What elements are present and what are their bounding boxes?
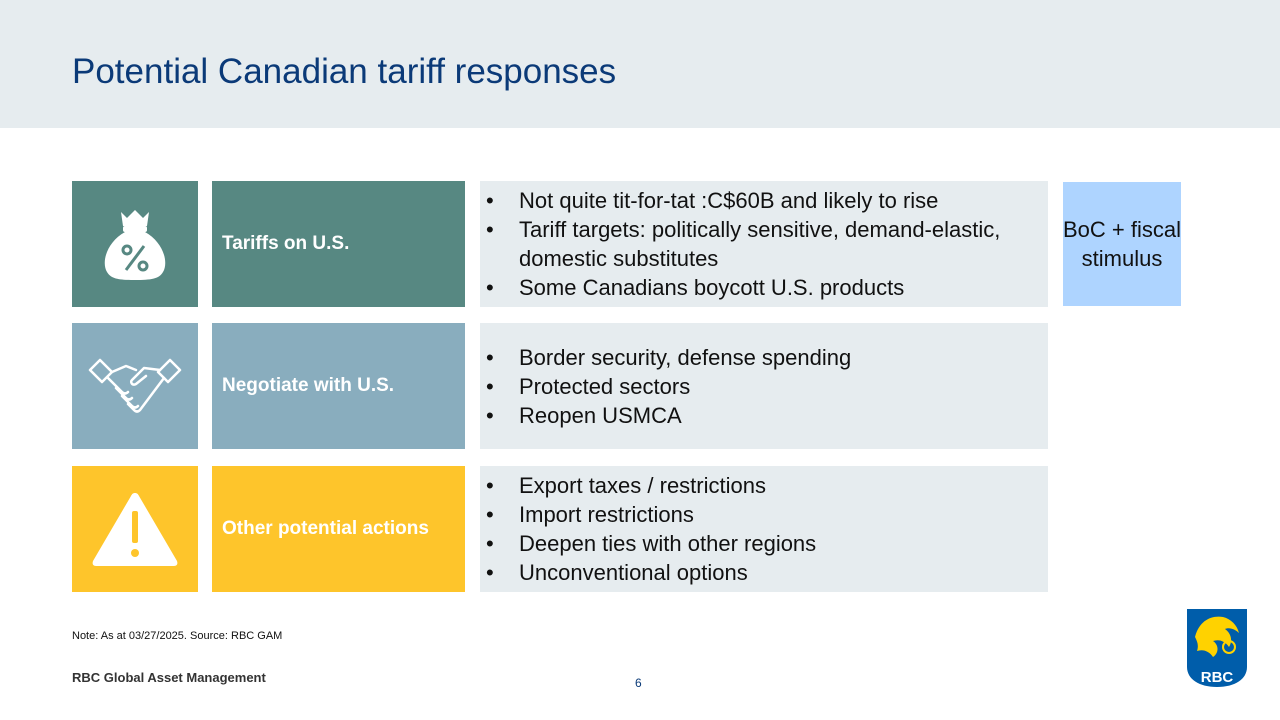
bullet-item: Not quite tit-for-tat :C$60B and likely … bbox=[486, 186, 1019, 215]
row-icon-tile bbox=[72, 323, 198, 449]
bullet-panel-other-actions: Export taxes / restrictions Import restr… bbox=[480, 466, 1048, 592]
bullet-list: Not quite tit-for-tat :C$60B and likely … bbox=[480, 186, 1019, 302]
bullet-item: Tariff targets: politically sensitive, d… bbox=[486, 215, 1019, 273]
side-box-boc-stimulus: BoC + fiscal stimulus bbox=[1063, 182, 1181, 306]
bullet-item: Export taxes / restrictions bbox=[486, 471, 1019, 500]
handshake-icon bbox=[88, 358, 182, 413]
row-label-negotiate: Negotiate with U.S. bbox=[212, 323, 465, 449]
bullet-item: Reopen USMCA bbox=[486, 401, 1019, 430]
bullet-item: Import restrictions bbox=[486, 500, 1019, 529]
footer-brand: RBC Global Asset Management bbox=[72, 670, 266, 685]
bullet-item: Border security, defense spending bbox=[486, 343, 1019, 372]
row-label-other-actions: Other potential actions bbox=[212, 466, 465, 592]
bullet-panel-tariffs: Not quite tit-for-tat :C$60B and likely … bbox=[480, 181, 1048, 307]
source-note: Note: As at 03/27/2025. Source: RBC GAM bbox=[72, 630, 283, 642]
page-number: 6 bbox=[635, 676, 642, 690]
rbc-lion-shield-logo: RBC bbox=[1187, 609, 1247, 687]
logo-text: RBC bbox=[1201, 669, 1234, 686]
header-band bbox=[0, 0, 1280, 128]
bullet-item: Unconventional options bbox=[486, 558, 1019, 587]
page-title: Potential Canadian tariff responses bbox=[72, 52, 617, 91]
bullet-item: Deepen ties with other regions bbox=[486, 529, 1019, 558]
bullet-item: Some Canadians boycott U.S. products bbox=[486, 273, 1019, 302]
bullet-panel-negotiate: Border security, defense spending Protec… bbox=[480, 323, 1048, 449]
row-icon-tile bbox=[72, 466, 198, 592]
warning-icon bbox=[92, 493, 178, 566]
money-bag-percent-icon bbox=[104, 210, 166, 280]
bullet-list: Export taxes / restrictions Import restr… bbox=[480, 471, 1019, 587]
row-label-tariffs: Tariffs on U.S. bbox=[212, 181, 465, 307]
bullet-item: Protected sectors bbox=[486, 372, 1019, 401]
row-icon-tile bbox=[72, 181, 198, 307]
bullet-list: Border security, defense spending Protec… bbox=[480, 343, 1019, 430]
